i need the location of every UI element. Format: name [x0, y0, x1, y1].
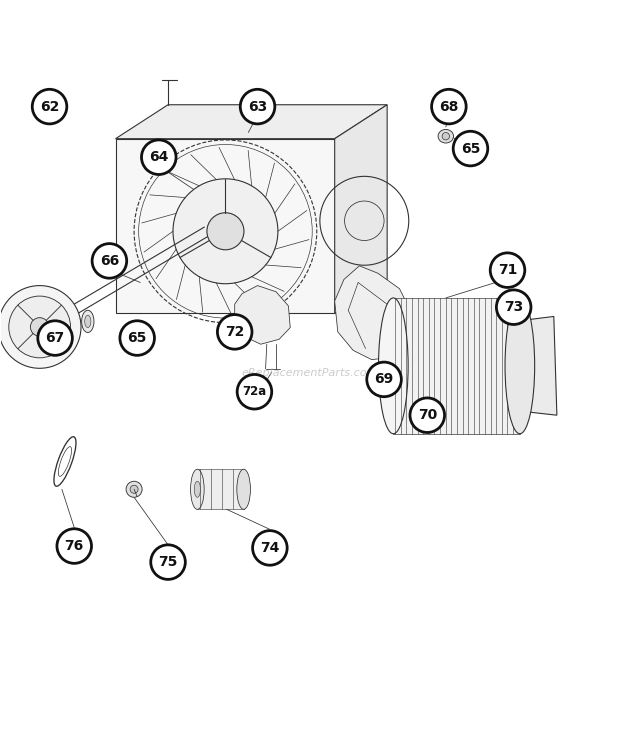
Circle shape	[30, 318, 49, 336]
Circle shape	[207, 213, 244, 250]
Circle shape	[252, 530, 287, 565]
Circle shape	[126, 481, 142, 497]
Text: 74: 74	[260, 541, 280, 555]
Circle shape	[241, 89, 275, 124]
Ellipse shape	[442, 132, 450, 140]
Ellipse shape	[438, 129, 453, 143]
Circle shape	[57, 529, 92, 563]
Circle shape	[141, 140, 176, 175]
Text: 69: 69	[374, 373, 394, 386]
Text: 67: 67	[45, 331, 64, 345]
Circle shape	[173, 179, 278, 283]
Ellipse shape	[237, 469, 250, 510]
Circle shape	[410, 398, 445, 432]
Text: 65: 65	[128, 331, 147, 345]
Text: 72: 72	[225, 325, 244, 339]
Polygon shape	[197, 469, 244, 510]
Circle shape	[0, 286, 81, 368]
Circle shape	[9, 296, 71, 358]
Text: 62: 62	[40, 100, 60, 114]
Circle shape	[367, 362, 401, 397]
Polygon shape	[115, 105, 387, 138]
Text: 65: 65	[461, 141, 480, 155]
Text: 70: 70	[418, 408, 437, 422]
Ellipse shape	[82, 310, 94, 333]
Text: 75: 75	[158, 555, 178, 569]
Text: 68: 68	[439, 100, 459, 114]
Circle shape	[38, 321, 73, 356]
Ellipse shape	[190, 469, 204, 510]
Circle shape	[218, 315, 252, 349]
Circle shape	[120, 321, 154, 356]
Polygon shape	[115, 138, 335, 313]
Text: 76: 76	[64, 539, 84, 553]
Polygon shape	[335, 266, 409, 359]
Ellipse shape	[194, 481, 200, 497]
Ellipse shape	[505, 298, 534, 434]
Circle shape	[130, 485, 138, 493]
Polygon shape	[529, 316, 557, 415]
Text: 73: 73	[504, 300, 523, 314]
Polygon shape	[335, 105, 387, 313]
Circle shape	[497, 290, 531, 324]
Ellipse shape	[379, 298, 408, 434]
Ellipse shape	[85, 315, 91, 327]
Text: 71: 71	[498, 263, 517, 278]
Text: 63: 63	[248, 100, 267, 114]
Circle shape	[32, 89, 67, 124]
Text: eReplacementParts.com: eReplacementParts.com	[242, 368, 378, 378]
Circle shape	[92, 243, 126, 278]
Text: 72a: 72a	[242, 385, 267, 398]
Text: 64: 64	[149, 150, 169, 164]
Polygon shape	[235, 286, 290, 344]
Circle shape	[453, 131, 488, 166]
Circle shape	[432, 89, 466, 124]
Circle shape	[237, 374, 272, 409]
Circle shape	[490, 253, 525, 287]
Circle shape	[151, 545, 185, 580]
Text: 66: 66	[100, 254, 119, 268]
Polygon shape	[393, 298, 520, 434]
